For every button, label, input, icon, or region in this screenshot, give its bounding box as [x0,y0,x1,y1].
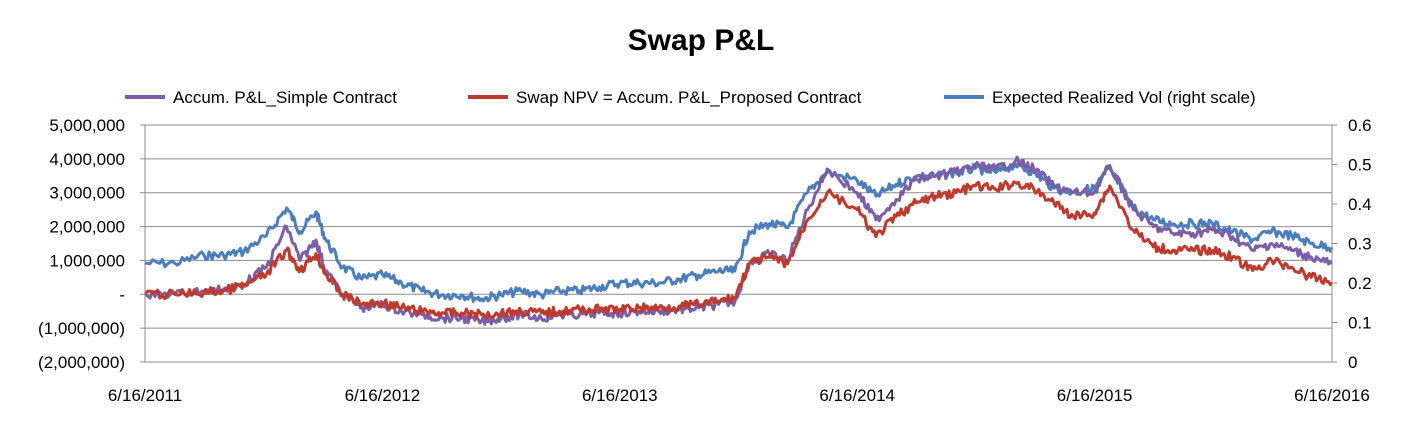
right-tick-label: 0.5 [1348,156,1372,175]
left-axis-ticks: 5,000,000 4,000,000 3,000,000 2,000,000 1,00… [38,116,145,372]
legend-label: Accum. P&L_Simple Contract [173,88,397,107]
x-tick-label: 6/16/2015 [1057,386,1133,405]
x-tick-label: 6/16/2014 [819,386,895,405]
series-line [144,159,1334,303]
plot-lines [143,155,1334,326]
x-tick-label: 6/16/2012 [345,386,421,405]
x-tick-label: 6/16/2013 [582,386,658,405]
x-axis-ticks: 6/16/2011 6/16/2012 6/16/2013 6/16/2014 6/16… [108,386,1370,405]
left-tick-label: 5,000,000 [49,116,125,135]
legend-label: Expected Realized Vol (right scale) [992,88,1256,107]
left-tick-label: (2,000,000) [38,353,125,372]
legend: Accum. P&L_Simple Contract Swap NPV = Acc… [125,88,1256,107]
right-tick-label: 0.6 [1348,116,1372,135]
left-tick-label: 1,000,000 [49,251,125,270]
chart-title: Swap P&L [628,24,775,57]
right-tick-label: 0.3 [1348,235,1372,254]
x-tick-label: 6/16/2011 [108,386,182,405]
series-line [144,155,1334,326]
left-tick-label: (1,000,000) [38,319,125,338]
right-tick-label: 0.1 [1348,314,1372,333]
right-axis-ticks: 0.6 0.5 0.4 0.3 0.2 0.1 0 [1332,116,1372,372]
left-tick-label: 3,000,000 [49,184,125,203]
right-tick-label: 0 [1348,353,1357,372]
legend-label: Swap NPV = Accum. P&L_Proposed Contract [516,88,862,107]
right-tick-label: 0.4 [1348,195,1372,214]
left-tick-label: 2,000,000 [49,218,125,237]
left-tick-label: - [119,285,125,304]
left-tick-label: 4,000,000 [49,150,125,169]
x-tick-label: 6/16/2016 [1294,386,1370,405]
series-line [143,180,1334,320]
right-tick-label: 0.2 [1348,274,1372,293]
